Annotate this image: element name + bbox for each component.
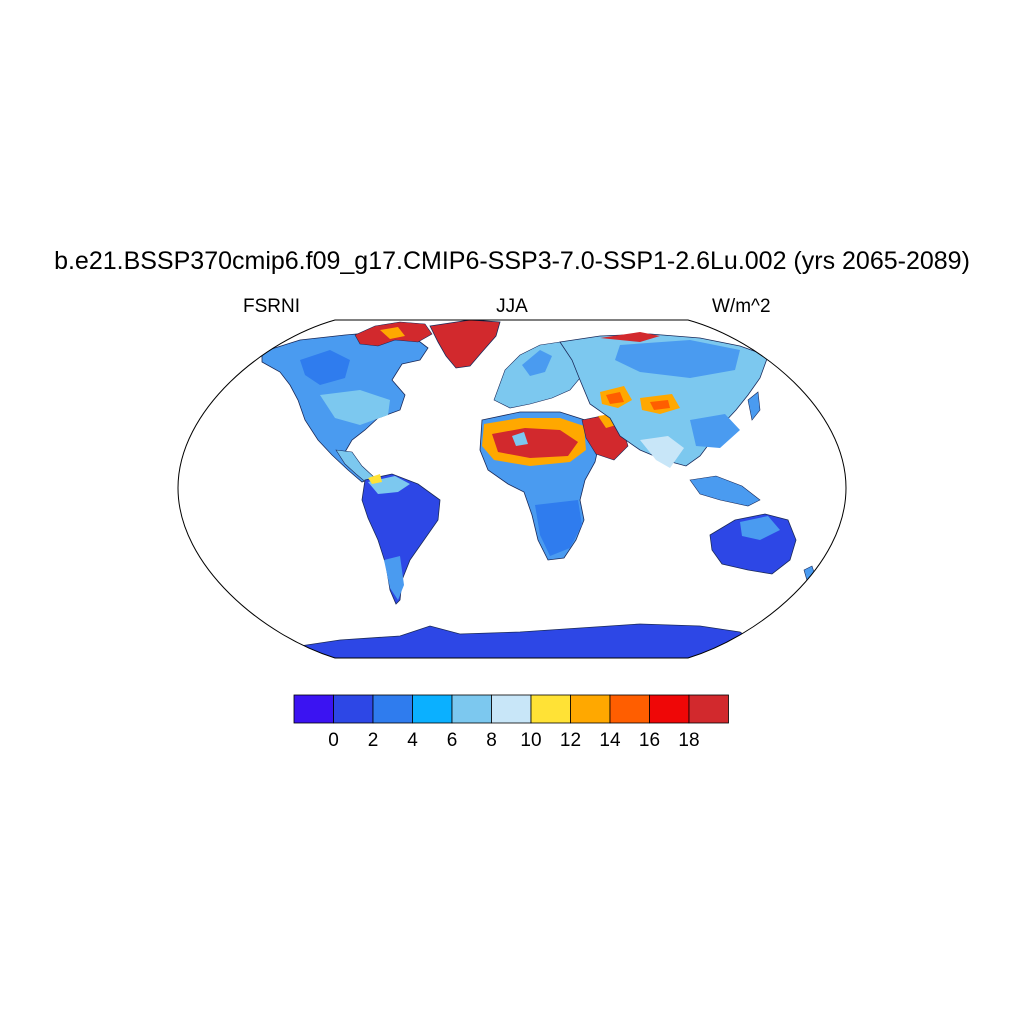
north-america-light-patch: [320, 390, 390, 425]
colorbar-box-5: [491, 694, 532, 724]
colorbar: [293, 694, 729, 724]
colorbar-box-3: [412, 694, 453, 724]
colorbar-tick-label: 6: [446, 730, 458, 751]
colorbar-tick-label: 2: [367, 730, 379, 751]
colorbar-box-10: [688, 694, 729, 724]
colorbar-tick-label: 16: [638, 730, 661, 751]
colorbar-tick-label: 10: [520, 730, 542, 751]
africa-south-patch: [535, 500, 582, 556]
season-label: JJA: [496, 296, 528, 317]
colorbar-box-8: [609, 694, 650, 724]
colorbar-tick-label: 8: [486, 730, 497, 751]
arctic-orange-patch: [380, 327, 405, 339]
india-region: [640, 436, 684, 468]
map-fill-layer: [261, 320, 817, 658]
plot-title: b.e21.BSSP370cmip6.f09_g17.CMIP6-SSP3-7.…: [54, 247, 970, 275]
central-asia-core-2: [650, 400, 670, 410]
north-america-cool-patch: [300, 350, 350, 385]
colorbar-tick-label: 4: [407, 730, 418, 751]
colorbar-tick-label: 12: [559, 730, 582, 751]
variable-label: FSRNI: [243, 296, 300, 317]
greenland-landmass: [429, 320, 501, 369]
colorbar-tick-label: 18: [678, 730, 700, 751]
south-america-south-patch: [384, 556, 404, 600]
colorbar-tick-label: 0: [328, 730, 339, 751]
central-asia-core-1: [606, 392, 624, 404]
south-america-yellow-patch: [368, 474, 382, 484]
scandinavia-landmass: [522, 350, 552, 376]
colorbar-box-4: [451, 694, 492, 724]
siberia-patch: [615, 340, 740, 378]
colorbar-tick-label: 14: [599, 730, 621, 751]
east-asia-patch: [690, 414, 740, 448]
units-label: W/m^2: [712, 296, 771, 317]
colorbar-box-7: [570, 694, 611, 724]
colorbar-box-0: [293, 694, 334, 724]
sahara-light-spot: [512, 432, 528, 446]
arctic-siberia-strip: [600, 332, 660, 342]
australia-north-patch: [740, 516, 780, 540]
colorbar-box-1: [333, 694, 374, 724]
antarctica-landmass: [279, 623, 761, 658]
colorbar-box-6: [530, 694, 571, 724]
japan-islands: [747, 391, 761, 421]
colorbar-box-2: [372, 694, 413, 724]
southeast-asia-islands: [689, 475, 761, 507]
map-boundary: [177, 319, 847, 659]
colorbar-box-9: [649, 694, 690, 724]
